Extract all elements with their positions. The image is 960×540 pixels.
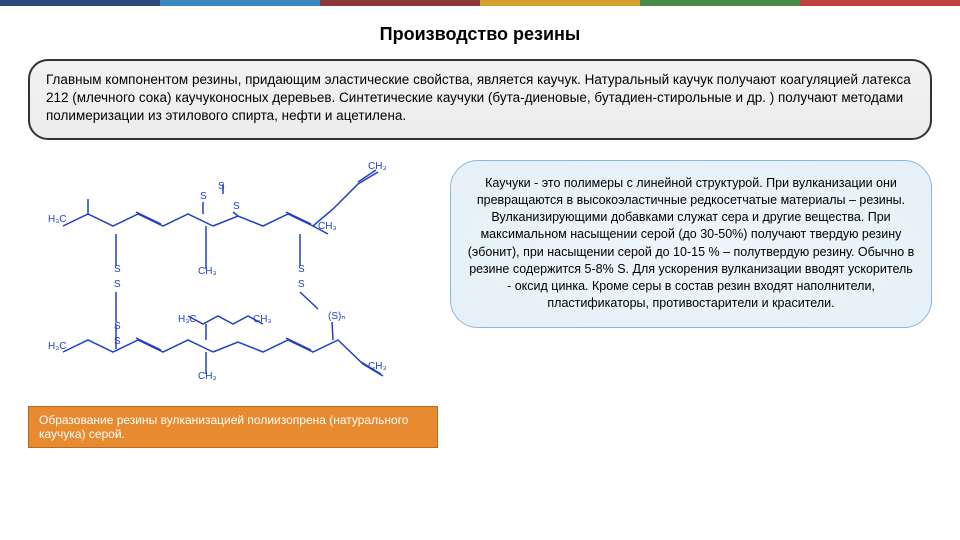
svg-text:CH₃: CH₃: [318, 221, 337, 232]
svg-text:S: S: [114, 264, 121, 275]
svg-text:CH₃: CH₃: [198, 266, 217, 277]
diagram-column: CH₃H₃CCH₃SSSCH₃SSSS(S)ₙH₃CCH₃SSH₃CCH₃CH₃…: [28, 154, 438, 448]
accent-stripe: [0, 0, 960, 6]
svg-text:S: S: [114, 279, 121, 290]
svg-text:S: S: [218, 181, 225, 192]
intro-text: Главным компонентом резины, придающим эл…: [46, 72, 911, 123]
lower-row: CH₃H₃CCH₃SSSCH₃SSSS(S)ₙH₃CCH₃SSH₃CCH₃CH₃…: [0, 154, 960, 448]
svg-text:CH₃: CH₃: [253, 314, 272, 325]
svg-text:H₃C: H₃C: [178, 314, 197, 325]
svg-text:(S)ₙ: (S)ₙ: [328, 311, 345, 322]
info-box: Каучуки - это полимеры с линейной структ…: [450, 160, 932, 328]
svg-text:S: S: [200, 191, 207, 202]
chemistry-diagram: CH₃H₃CCH₃SSSCH₃SSSS(S)ₙH₃CCH₃SSH₃CCH₃CH₃: [28, 154, 438, 399]
diagram-caption: Образование резины вулканизацией полиизо…: [28, 406, 438, 448]
svg-text:CH₃: CH₃: [368, 161, 387, 172]
svg-text:S: S: [114, 321, 121, 332]
caption-text: Образование резины вулканизацией полиизо…: [39, 413, 408, 441]
svg-text:H₃C: H₃C: [48, 214, 67, 225]
svg-text:CH₃: CH₃: [198, 371, 217, 382]
svg-text:S: S: [298, 264, 305, 275]
svg-text:CH₃: CH₃: [368, 361, 387, 372]
svg-text:S: S: [233, 201, 240, 212]
svg-text:H₃C: H₃C: [48, 341, 67, 352]
svg-text:S: S: [298, 279, 305, 290]
page-title: Производство резины: [0, 24, 960, 45]
info-text: Каучуки - это полимеры с линейной структ…: [468, 176, 915, 311]
intro-box: Главным компонентом резины, придающим эл…: [28, 59, 932, 140]
svg-text:S: S: [114, 336, 121, 347]
